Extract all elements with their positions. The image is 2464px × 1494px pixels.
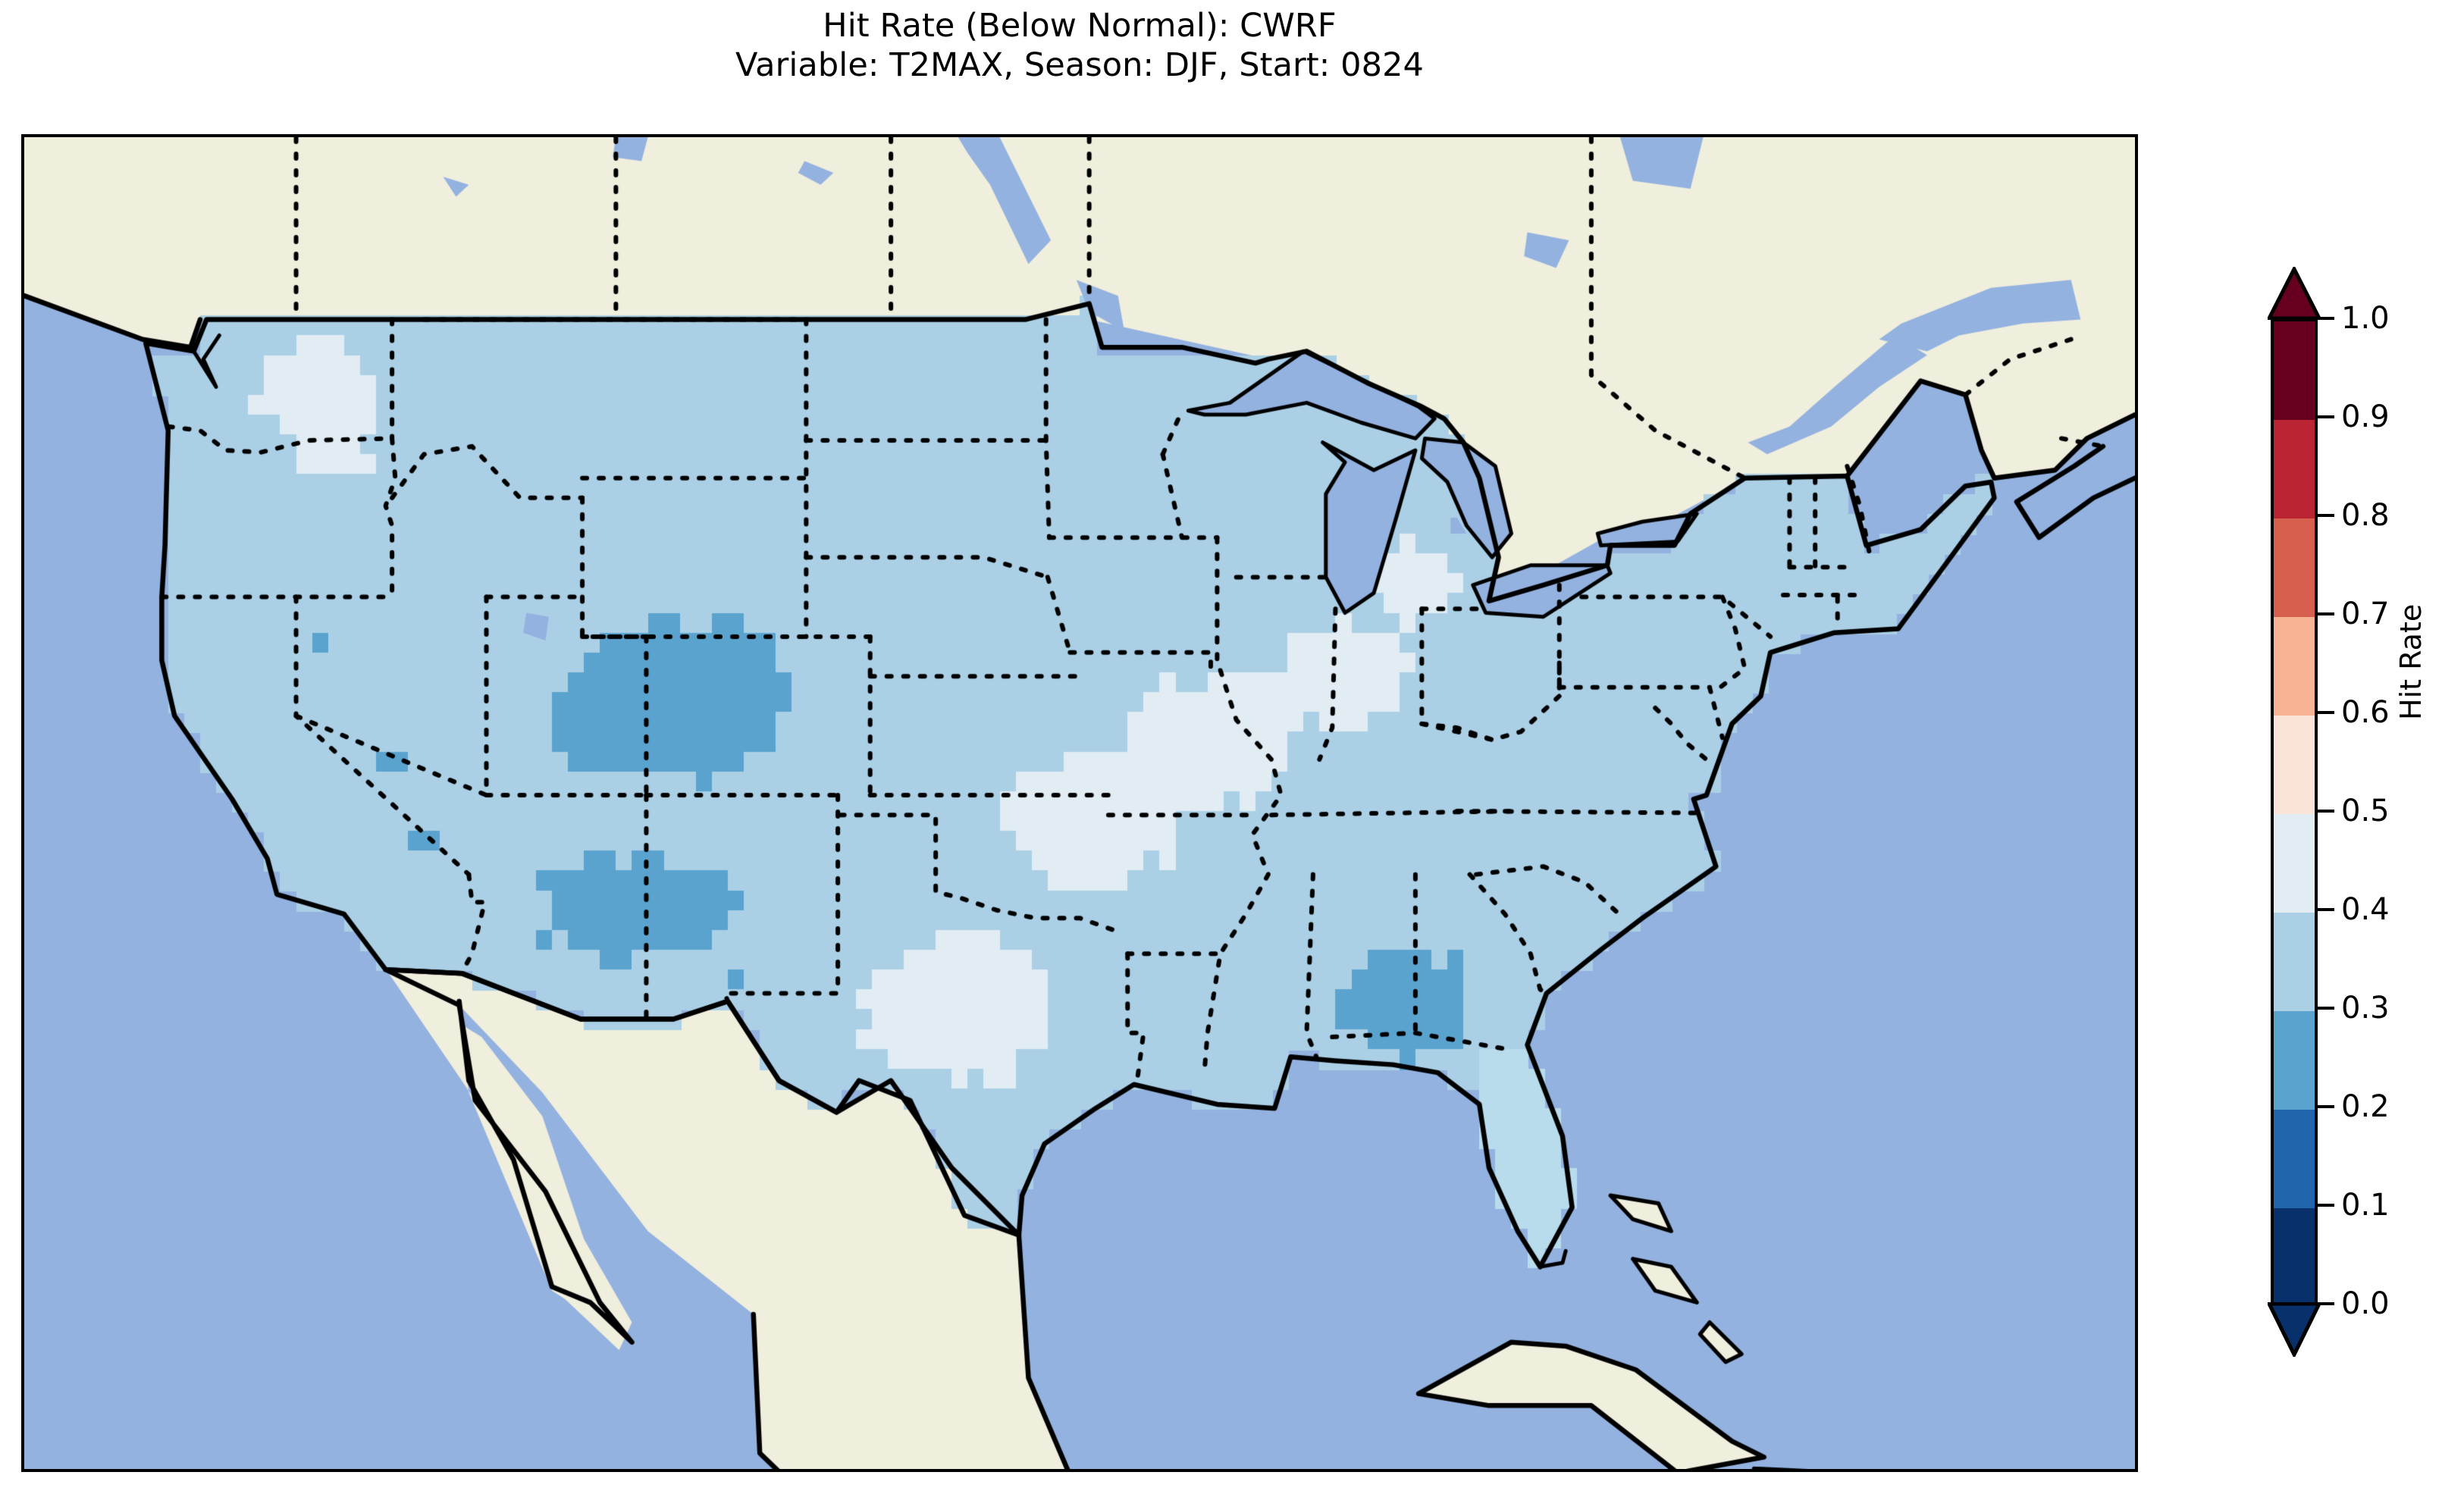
colorbar-tick-label: 0.9 [2341, 399, 2390, 434]
colorbar-tick [2318, 612, 2334, 615]
hit-rate-heatmap-canvas [24, 137, 2135, 1469]
colorbar-tick-label: 0.4 [2341, 892, 2390, 927]
colorbar-tick-label: 0.0 [2341, 1286, 2390, 1321]
colorbar-tick [2318, 810, 2334, 813]
colorbar-segment [2274, 1011, 2315, 1110]
colorbar-axis-label: Hit Rate [2394, 603, 2428, 720]
chart-title-block: Hit Rate (Below Normal): CWRF Variable: … [0, 6, 2159, 86]
chart-title-line1: Hit Rate (Below Normal): CWRF [823, 7, 1337, 45]
colorbar-tick [2318, 317, 2334, 320]
colorbar-segment [2274, 716, 2315, 815]
colorbar-tick [2318, 1204, 2334, 1207]
chart-subtitle-line2: Variable: T2MAX, Season: DJF, Start: 082… [735, 46, 1424, 85]
colorbar-tick-label: 0.8 [2341, 498, 2390, 533]
colorbar-tick-label: 0.7 [2341, 597, 2390, 631]
colorbar-tick [2318, 1302, 2334, 1305]
colorbar-segment [2274, 814, 2315, 913]
map-axes [21, 134, 2138, 1472]
colorbar-tick-label: 0.1 [2341, 1188, 2390, 1223]
colorbar-extend-top-arrow-icon [2268, 267, 2321, 320]
colorbar-tick-label: 0.5 [2341, 794, 2390, 828]
colorbar-tick-label: 0.2 [2341, 1089, 2390, 1124]
colorbar-segment [2274, 420, 2315, 519]
colorbar-tick [2318, 415, 2334, 418]
colorbar-segment [2274, 617, 2315, 716]
colorbar-segment [2274, 1208, 2315, 1308]
colorbar-tick [2318, 1105, 2334, 1108]
colorbar-tick-label: 0.3 [2341, 991, 2390, 1026]
colorbar: 0.0 0.1 0.2 0.3 0.4 0.5 0.6 0.7 0.8 0.9 1.0 Hit Ra… [2267, 235, 2464, 1387]
colorbar-segment [2274, 518, 2315, 618]
colorbar-tick [2318, 908, 2334, 911]
colorbar-segment [2274, 321, 2315, 421]
colorbar-segment [2274, 1110, 2315, 1209]
colorbar-segment [2274, 913, 2315, 1012]
colorbar-tick [2318, 711, 2334, 714]
colorbar-tick-label: 0.6 [2341, 695, 2390, 730]
colorbar-extend-bottom-arrow-icon [2268, 1302, 2321, 1357]
colorbar-tick [2318, 1007, 2334, 1010]
colorbar-tick-label: 1.0 [2341, 301, 2390, 336]
colorbar-gradient [2271, 318, 2318, 1308]
colorbar-tick [2318, 514, 2334, 517]
